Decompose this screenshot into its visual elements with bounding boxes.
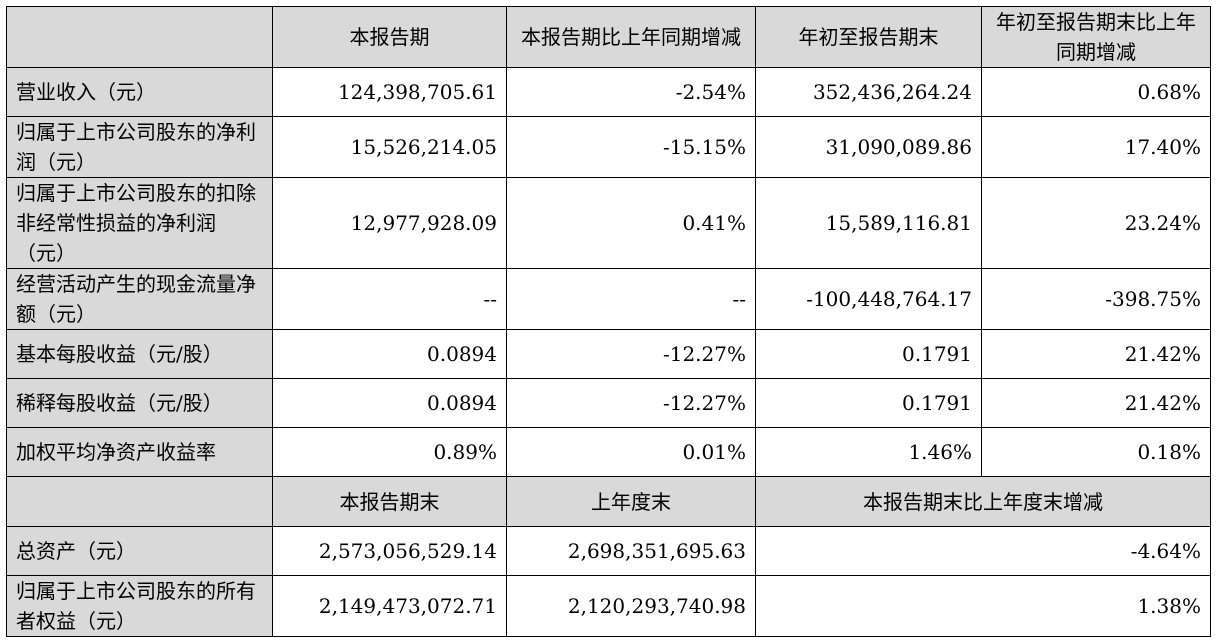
data-cell: -4.64% <box>755 526 1211 576</box>
data-cell: -398.75% <box>981 268 1211 330</box>
row-label: 归属于上市公司股东的净利润（元） <box>6 116 273 178</box>
table-row: 归属于上市公司股东的净利润（元） 15,526,214.05 -15.15% 3… <box>6 116 1211 178</box>
data-cell: 2,573,056,529.14 <box>272 526 507 576</box>
header-cell: 本报告期比上年同期增减 <box>506 6 756 68</box>
data-cell: 0.89% <box>272 427 507 477</box>
row-label: 稀释每股收益（元/股） <box>6 378 273 428</box>
data-cell: 2,149,473,072.71 <box>272 575 507 637</box>
data-cell: 31,090,089.86 <box>755 116 982 178</box>
data-cell: 0.18% <box>981 427 1211 477</box>
data-cell: 12,977,928.09 <box>272 177 507 269</box>
data-cell: -12.27% <box>506 378 756 428</box>
header-cell: 本报告期 <box>272 6 507 68</box>
row-label: 加权平均净资产收益率 <box>6 427 273 477</box>
subheader-row: 本报告期末 上年度末 本报告期末比上年度末增减 <box>6 476 1211 527</box>
data-cell: -12.27% <box>506 329 756 379</box>
data-cell: 0.0894 <box>272 378 507 428</box>
header-corner-cell <box>6 6 273 68</box>
data-cell: 2,698,351,695.63 <box>506 526 756 576</box>
data-cell: 15,589,116.81 <box>755 177 982 269</box>
data-cell: -- <box>506 268 756 330</box>
row-label: 经营活动产生的现金流量净额（元） <box>6 268 273 330</box>
data-cell: 1.38% <box>755 575 1211 637</box>
data-cell: 124,398,705.61 <box>272 67 507 117</box>
data-cell: 21.42% <box>981 329 1211 379</box>
data-cell: 0.1791 <box>755 329 982 379</box>
header-cell: 本报告期末比上年度末增减 <box>755 476 1211 527</box>
table-row: 归属于上市公司股东的扣除非经常性损益的净利润（元） 12,977,928.09 … <box>6 177 1211 269</box>
header-cell: 年初至报告期末比上年同期增减 <box>981 6 1211 68</box>
data-cell: 0.41% <box>506 177 756 269</box>
data-cell: -2.54% <box>506 67 756 117</box>
row-label: 归属于上市公司股东的扣除非经常性损益的净利润（元） <box>6 177 273 269</box>
financial-summary-table: 本报告期 本报告期比上年同期增减 年初至报告期末 年初至报告期末比上年同期增减 … <box>6 6 1211 637</box>
data-cell: 15,526,214.05 <box>272 116 507 178</box>
data-cell: -15.15% <box>506 116 756 178</box>
row-label: 基本每股收益（元/股） <box>6 329 273 379</box>
data-cell: 2,120,293,740.98 <box>506 575 756 637</box>
data-cell: -100,448,764.17 <box>755 268 982 330</box>
data-cell: 1.46% <box>755 427 982 477</box>
data-cell: 0.01% <box>506 427 756 477</box>
table-row: 经营活动产生的现金流量净额（元） -- -- -100,448,764.17 -… <box>6 268 1211 330</box>
data-cell: 23.24% <box>981 177 1211 269</box>
data-cell: 0.0894 <box>272 329 507 379</box>
table-row: 营业收入（元） 124,398,705.61 -2.54% 352,436,26… <box>6 67 1211 117</box>
data-cell: 21.42% <box>981 378 1211 428</box>
data-cell: 0.1791 <box>755 378 982 428</box>
header-corner-cell <box>6 476 273 527</box>
data-cell: 0.68% <box>981 67 1211 117</box>
row-label: 归属于上市公司股东的所有者权益（元） <box>6 575 273 637</box>
table-row: 总资产（元） 2,573,056,529.14 2,698,351,695.63… <box>6 526 1211 576</box>
header-cell: 上年度末 <box>506 476 756 527</box>
row-label: 营业收入（元） <box>6 67 273 117</box>
data-cell: 352,436,264.24 <box>755 67 982 117</box>
header-cell: 本报告期末 <box>272 476 507 527</box>
row-label: 总资产（元） <box>6 526 273 576</box>
table-row: 稀释每股收益（元/股） 0.0894 -12.27% 0.1791 21.42% <box>6 378 1211 428</box>
table-row: 基本每股收益（元/股） 0.0894 -12.27% 0.1791 21.42% <box>6 329 1211 379</box>
table-row: 归属于上市公司股东的所有者权益（元） 2,149,473,072.71 2,12… <box>6 575 1211 637</box>
data-cell: 17.40% <box>981 116 1211 178</box>
table-row: 加权平均净资产收益率 0.89% 0.01% 1.46% 0.18% <box>6 427 1211 477</box>
header-cell: 年初至报告期末 <box>755 6 982 68</box>
data-cell: -- <box>272 268 507 330</box>
header-row: 本报告期 本报告期比上年同期增减 年初至报告期末 年初至报告期末比上年同期增减 <box>6 6 1211 68</box>
